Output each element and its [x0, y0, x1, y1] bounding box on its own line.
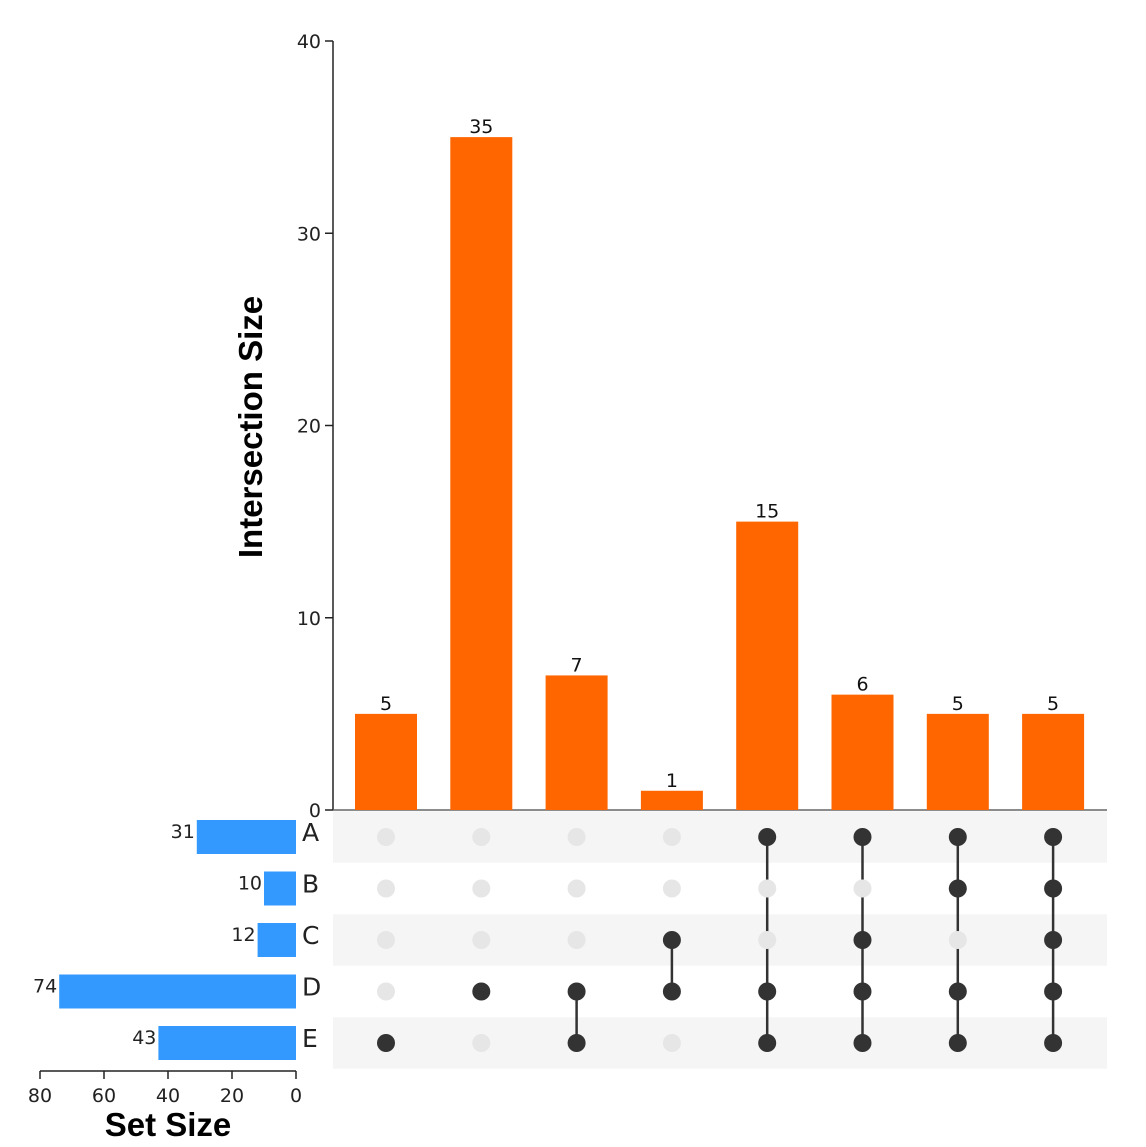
- y-tick-label-20: 20: [297, 416, 321, 438]
- intersection-bar-7: [926, 713, 989, 810]
- membership-dot-6-A-active: [853, 828, 872, 846]
- y-tick-label-30: 30: [297, 223, 321, 245]
- membership-dot-8-A-active: [1044, 828, 1063, 846]
- y-tick-label-0: 0: [309, 800, 321, 822]
- membership-dot-4-C-active: [662, 931, 681, 949]
- membership-dot-5-E-active: [758, 1034, 777, 1052]
- membership-dot-2-C-inactive: [472, 931, 491, 949]
- intersection-bar-label-4: 1: [666, 770, 678, 792]
- intersection-bar-label-2: 35: [469, 116, 493, 138]
- y-tick-label-40: 40: [297, 31, 321, 53]
- membership-dot-5-D-active: [758, 982, 777, 1001]
- intersection-bar-label-5: 15: [755, 501, 779, 523]
- membership-dot-6-D-active: [853, 982, 872, 1001]
- set-size-label-B: 10: [238, 873, 262, 895]
- intersection-bar-2: [450, 137, 513, 810]
- y-tick-label-10: 10: [297, 608, 321, 630]
- set-name-B: B: [302, 870, 319, 899]
- intersection-bar-4: [640, 790, 703, 810]
- membership-dot-3-C-inactive: [567, 931, 586, 949]
- intersection-size-axis-title: Intersection Size: [232, 296, 269, 558]
- intersection-bar-label-3: 7: [571, 654, 583, 676]
- set-size-bars: 31 A 10 B 12 C 74 D 43 E: [33, 818, 321, 1060]
- membership-dot-7-A-active: [948, 828, 967, 846]
- membership-dot-7-D-active: [948, 982, 967, 1001]
- membership-dot-2-B-inactive: [472, 879, 491, 898]
- membership-dot-3-E-active: [567, 1034, 586, 1052]
- intersection-bar-5: [736, 521, 799, 810]
- membership-dot-3-A-inactive: [567, 828, 586, 846]
- set-size-tick-label-0: 0: [290, 1085, 302, 1107]
- set-name-C: C: [302, 921, 319, 950]
- intersection-bars: 5 35 7 1 15 6 5 5: [355, 116, 1085, 810]
- set-size-tick-label-80: 80: [28, 1085, 52, 1107]
- membership-dot-1-E-active: [377, 1034, 395, 1052]
- membership-dot-5-B-inactive: [758, 879, 777, 898]
- membership-dot-2-E-inactive: [472, 1034, 491, 1052]
- intersection-bar-3: [545, 675, 608, 810]
- membership-dot-2-D-active: [472, 982, 491, 1001]
- membership-dot-4-D-active: [662, 982, 681, 1001]
- membership-dot-6-B-inactive: [853, 879, 872, 898]
- matrix-stripe-E: [333, 1017, 1107, 1069]
- membership-dot-1-B-inactive: [377, 879, 395, 898]
- set-size-axis: 80 60 40 20 0: [28, 1070, 302, 1107]
- membership-matrix: [377, 828, 1063, 1052]
- set-size-bar-D: [59, 974, 297, 1009]
- matrix-stripe-C: [333, 914, 1107, 966]
- membership-dot-8-B-active: [1044, 879, 1063, 898]
- set-size-label-E: 43: [132, 1027, 156, 1049]
- membership-dot-2-A-inactive: [472, 828, 491, 846]
- membership-dot-3-B-inactive: [567, 879, 586, 898]
- set-size-label-C: 12: [231, 924, 255, 946]
- intersection-size-axis: 0 10 20 30 40: [297, 31, 1107, 822]
- membership-dot-1-D-inactive: [377, 982, 395, 1001]
- set-size-bar-B: [264, 871, 296, 906]
- intersection-bar-label-8: 5: [1047, 693, 1059, 715]
- membership-dot-7-C-inactive: [948, 931, 967, 949]
- membership-dot-8-E-active: [1044, 1034, 1063, 1052]
- set-size-tick-label-60: 60: [92, 1085, 116, 1107]
- membership-dot-6-E-active: [853, 1034, 872, 1052]
- intersection-bar-label-7: 5: [952, 693, 964, 715]
- intersection-bar-1: [355, 713, 417, 810]
- set-name-A: A: [302, 818, 319, 847]
- set-size-tick-label-40: 40: [156, 1085, 180, 1107]
- set-size-label-D: 74: [33, 976, 57, 998]
- intersection-bar-label-1: 5: [380, 693, 392, 715]
- membership-dot-3-D-active: [567, 982, 586, 1001]
- set-name-D: D: [302, 973, 321, 1002]
- membership-dot-5-A-active: [758, 828, 777, 846]
- set-size-bar-E: [158, 1026, 296, 1060]
- set-name-E: E: [302, 1024, 318, 1053]
- intersection-bar-8: [1022, 713, 1085, 810]
- intersection-bar-label-6: 6: [856, 674, 868, 696]
- matrix-stripe-A: [333, 811, 1107, 863]
- membership-dot-8-D-active: [1044, 982, 1063, 1001]
- membership-dot-7-E-active: [948, 1034, 967, 1052]
- membership-dot-5-C-inactive: [758, 931, 777, 949]
- membership-dot-8-C-active: [1044, 931, 1063, 949]
- set-size-axis-title: Set Size: [105, 1106, 232, 1143]
- set-size-label-A: 31: [171, 821, 195, 843]
- set-size-tick-label-20: 20: [220, 1085, 244, 1107]
- set-size-bar-A: [196, 820, 296, 854]
- membership-dot-1-A-inactive: [377, 828, 395, 846]
- membership-dot-4-E-inactive: [662, 1034, 681, 1052]
- intersection-bar-6: [831, 694, 894, 810]
- membership-dot-6-C-active: [853, 931, 872, 949]
- set-size-bar-C: [257, 923, 296, 957]
- membership-dot-4-A-inactive: [662, 828, 681, 846]
- membership-dot-1-C-inactive: [377, 931, 395, 949]
- membership-dot-7-B-active: [948, 879, 967, 898]
- membership-dot-4-B-inactive: [662, 879, 681, 898]
- matrix-stripes: [333, 811, 1107, 1069]
